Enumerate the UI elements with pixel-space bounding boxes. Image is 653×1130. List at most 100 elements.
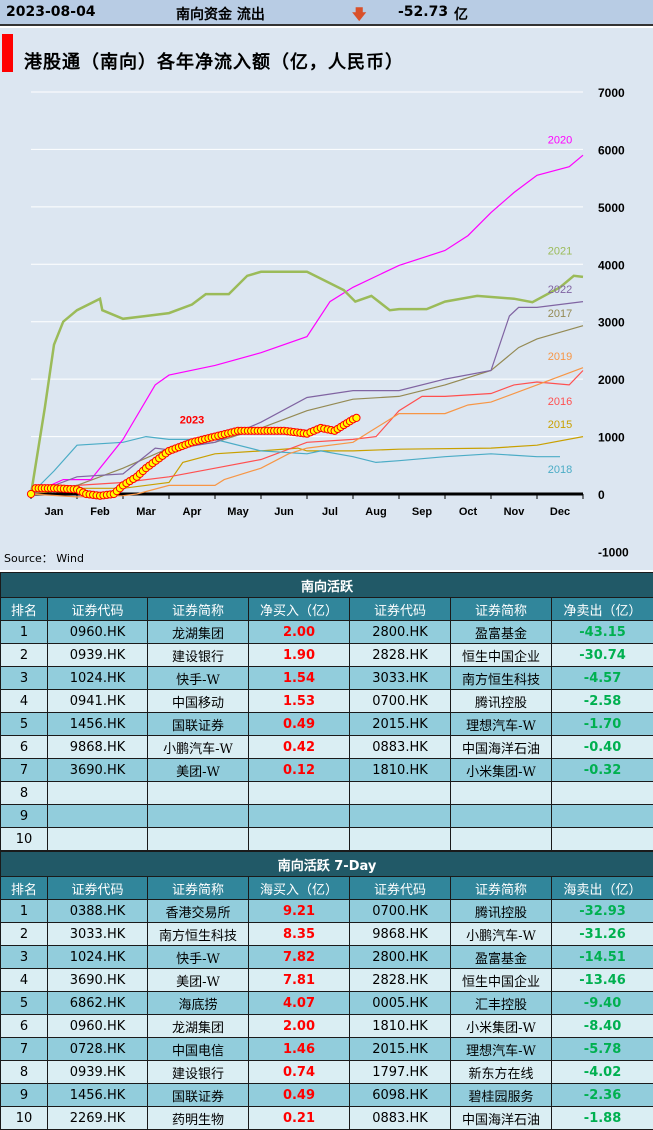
series-label-2021: 2021 [548,246,572,258]
net-buy-cell: 0.21 [249,1107,350,1130]
sell-name-cell: 碧桂园服务 [451,1084,552,1107]
rank-cell: 3 [1,667,48,690]
x-tick-label: Jul [322,506,338,518]
net-buy-cell [249,828,350,851]
sell-name-cell: 盈富基金 [451,621,552,644]
sell-name-cell [451,805,552,828]
buy-code-cell: 1456.HK [48,1084,148,1107]
x-tick-label: Sep [412,506,432,518]
column-header: 证券代码 [48,877,148,900]
buy-name-cell: 中国电信 [148,1038,249,1061]
net-sell-cell: -9.40 [552,992,653,1015]
net-sell-cell: -2.58 [552,690,653,713]
down-arrow-icon: 🡇 [352,4,366,28]
buy-code-cell [48,828,148,851]
series-line-2022 [31,302,583,494]
net-buy-cell: 1.90 [249,644,350,667]
sell-code-cell: 2800.HK [350,621,451,644]
x-tick-label: Mar [136,506,156,518]
x-tick-label: Aug [365,506,386,518]
net-sell-cell: -32.93 [552,900,653,923]
x-tick-label: Jun [274,506,294,518]
sell-name-cell [451,782,552,805]
series-line-2018 [31,437,560,494]
rank-cell: 1 [1,621,48,644]
series-label-2020: 2020 [548,135,572,147]
net-sell-cell: -0.40 [552,736,653,759]
net-buy-cell: 4.07 [249,992,350,1015]
net-sell-cell: -5.78 [552,1038,653,1061]
net-buy-cell: 8.35 [249,923,350,946]
net-buy-cell: 0.42 [249,736,350,759]
flow-value: -52.73 [398,4,448,20]
table-title: 南向活跃 [1,573,653,598]
column-header: 证券代码 [350,598,451,621]
buy-code-cell: 1024.HK [48,667,148,690]
rank-cell: 9 [1,805,48,828]
sell-code-cell: 0883.HK [350,736,451,759]
rank-cell: 6 [1,1015,48,1038]
net-buy-cell [249,782,350,805]
net-sell-cell: -8.40 [552,1015,653,1038]
column-header: 证券简称 [451,598,552,621]
series-label-2018: 2018 [548,464,572,476]
column-header: 证券代码 [48,598,148,621]
column-header: 证券代码 [350,877,451,900]
buy-code-cell: 1024.HK [48,946,148,969]
series-label-2022: 2022 [548,284,572,296]
buy-name-cell: 南方恒生科技 [148,923,249,946]
table-row: 10 [1,828,653,851]
series-label-2016: 2016 [548,396,572,408]
buy-code-cell: 1456.HK [48,713,148,736]
series-line-2017 [31,326,583,494]
rank-cell: 7 [1,1038,48,1061]
sell-name-cell: 腾讯控股 [451,690,552,713]
buy-code-cell: 0941.HK [48,690,148,713]
sell-name-cell: 小米集团-W [451,1015,552,1038]
net-buy-cell: 0.49 [249,713,350,736]
buy-name-cell: 龙湖集团 [148,1015,249,1038]
sell-name-cell [451,828,552,851]
net-buy-cell: 7.82 [249,946,350,969]
table-row: 9 [1,805,653,828]
series-line-2021 [31,272,583,494]
y-tick-label: 2000 [598,373,625,387]
buy-name-cell: 美团-W [148,759,249,782]
sell-code-cell: 2828.HK [350,644,451,667]
sell-code-cell: 1797.HK [350,1061,451,1084]
buy-name-cell: 小鹏汽车-W [148,736,249,759]
buy-code-cell: 6862.HK [48,992,148,1015]
net-buy-cell: 0.12 [249,759,350,782]
sell-name-cell: 南方恒生科技 [451,667,552,690]
net-sell-cell: -43.15 [552,621,653,644]
net-sell-cell [552,782,653,805]
sell-code-cell: 2015.HK [350,713,451,736]
buy-code-cell: 0960.HK [48,1015,148,1038]
y-tick-label: 3000 [598,316,625,330]
sell-name-cell: 小鹏汽车-W [451,923,552,946]
flow-label: 南向资金 流出 [176,4,265,24]
sell-name-cell: 中国海洋石油 [451,1107,552,1130]
buy-name-cell: 快手-W [148,946,249,969]
header-row: 排名证券代码证券简称净买入（亿）证券代码证券简称净卖出（亿） [1,598,653,621]
x-tick-label: Dec [550,506,570,518]
net-buy-cell: 1.53 [249,690,350,713]
net-sell-cell: -0.32 [552,759,653,782]
sell-name-cell: 理想汽车-W [451,1038,552,1061]
sell-code-cell: 6098.HK [350,1084,451,1107]
rank-cell: 10 [1,828,48,851]
buy-code-cell: 0388.HK [48,900,148,923]
sell-code-cell: 1810.HK [350,1015,451,1038]
column-header: 证券简称 [148,877,249,900]
